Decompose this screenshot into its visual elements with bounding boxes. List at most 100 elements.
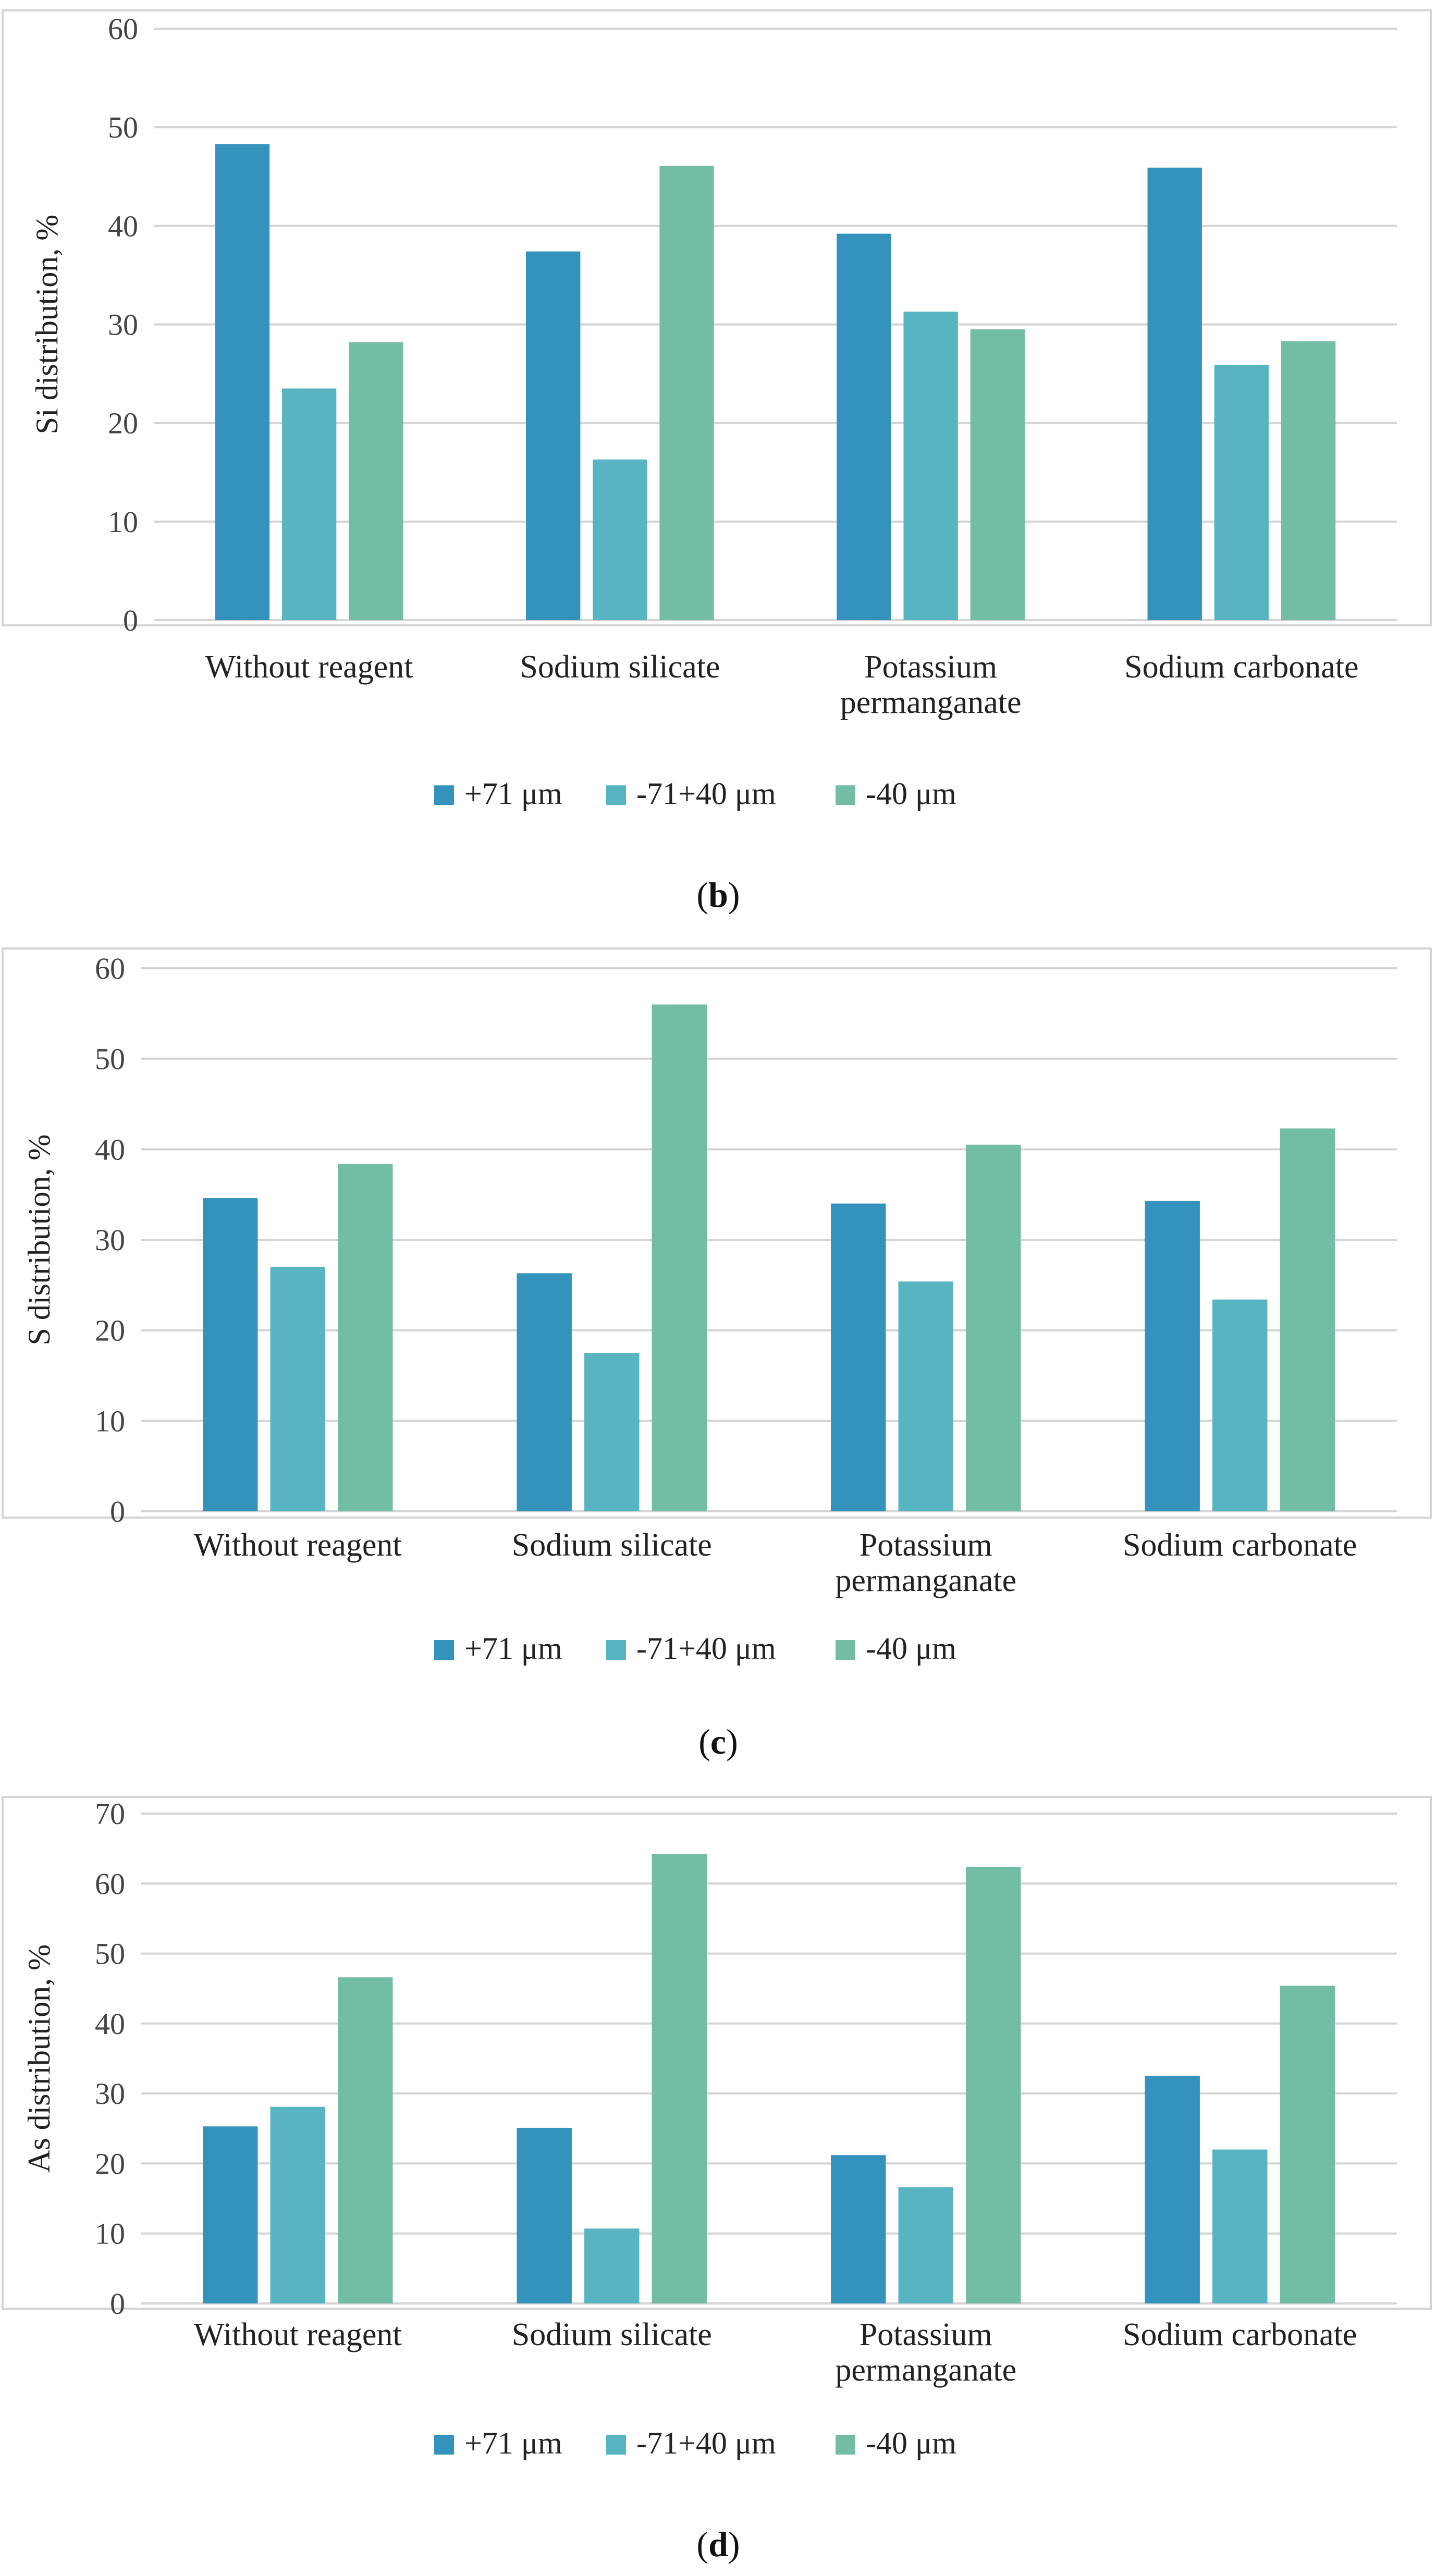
y-tick-label: 40 [95,1132,125,1166]
legend-label: +71 μm [464,2426,562,2460]
x-category-label: permanganate [835,2352,1016,2388]
x-category-label: Sodium carbonate [1123,1527,1357,1563]
legend-label: -71+40 μm [636,777,776,811]
legend-swatch [606,785,626,805]
x-category-label: Sodium silicate [512,1527,712,1563]
bar-b-0-1 [281,388,337,620]
y-tick-label: 50 [95,1042,125,1076]
x-category-label: Without reagent [194,1527,402,1563]
bar-d-1-0 [517,2127,572,2303]
bar-c-0-0 [202,1198,258,1511]
y-tick-label: 40 [95,2007,125,2041]
y-tick-label: 0 [123,603,138,637]
bar-b-0-2 [349,342,403,620]
legend-swatch [606,1640,626,1660]
y-tick-label: 0 [110,1495,125,1529]
bar-c-2-0 [830,1203,886,1511]
x-category-label: permanganate [835,1563,1016,1598]
y-tick-label: 70 [95,1797,125,1831]
y-tick-label: 50 [95,1937,125,1971]
bar-b-2-2 [970,329,1025,620]
y-axis-label: Si distribution, % [30,215,64,435]
x-category-label: permanganate [840,685,1022,720]
bar-d-1-2 [652,1854,707,2303]
y-axis-label: S distribution, % [22,1134,56,1345]
chart-frame [2,1796,1432,2310]
bar-b-3-1 [1214,365,1269,620]
legend-swatch [836,785,855,805]
bar-d-2-2 [966,1867,1021,2303]
bar-c-3-2 [1280,1128,1335,1511]
bar-d-0-1 [270,2106,325,2303]
chart-panel-d: 0 10 20 30 40 50 60 70 As distribution, % Without… [2,1796,1432,2564]
legend-label: +71 μm [464,1631,562,1666]
y-tick-label: 50 [108,110,138,144]
y-tick-label: 0 [110,2287,125,2321]
legend-label: -40 μm [866,2426,956,2460]
y-tick-label: 40 [108,209,138,243]
bar-b-1-0 [526,251,581,620]
bar-b-2-1 [903,311,958,620]
bar-d-3-2 [1280,1986,1335,2303]
x-category-label: Sodium carbonate [1123,2317,1357,2352]
x-category-label: Sodium carbonate [1124,649,1358,685]
bar-d-2-1 [898,2187,953,2303]
legend-swatch [836,2435,855,2455]
bar-b-3-2 [1281,341,1336,620]
bar-c-1-1 [584,1353,640,1511]
bar-d-3-1 [1212,2149,1268,2303]
bar-b-1-1 [593,459,647,620]
bar-d-3-0 [1145,2076,1200,2303]
bar-c-0-2 [338,1164,393,1511]
chart-frame [2,9,1432,626]
bar-c-3-0 [1145,1201,1200,1511]
legend-swatch [606,2435,626,2455]
legend-swatch [836,1640,855,1660]
legend-label: -40 μm [866,777,956,811]
y-tick-label: 10 [95,1404,125,1438]
panel-label: (d) [696,2524,740,2564]
y-tick-label: 60 [95,952,125,985]
legend-label: -40 μm [866,1631,956,1666]
x-category-label: Sodium silicate [520,649,720,685]
bar-c-1-0 [517,1273,572,1511]
panel-label: (b) [696,875,740,915]
x-category-label: Potassium [864,649,997,685]
x-category-label: Potassium [860,1527,992,1563]
y-tick-label: 10 [95,2217,125,2251]
y-tick-label: 30 [95,2077,125,2111]
legend-label: -71+40 μm [636,1631,776,1666]
bar-d-2-0 [830,2155,886,2303]
legend-swatch [434,2435,454,2455]
y-tick-label: 20 [108,406,138,440]
legend-label: -71+40 μm [636,2426,776,2460]
bar-b-2-0 [837,233,891,620]
y-tick-label: 30 [95,1223,125,1257]
bar-d-0-2 [338,1977,393,2303]
y-axis-label: As distribution, % [22,1944,56,2173]
x-category-label: Without reagent [205,649,413,685]
legend-label: +71 μm [464,777,562,811]
chart-panel-c: 0 10 20 30 40 50 60 S distribution, % Without re… [2,947,1432,1761]
legend-swatch [434,1640,454,1660]
panel-label: (c) [698,1722,738,1761]
x-category-label: Potassium [860,2317,992,2352]
chart-frame [2,947,1432,1519]
chart-panel-b: 0 10 20 30 40 50 60 Si distribution, % Without r… [2,9,1432,915]
bar-b-1-2 [659,165,714,621]
bar-d-1-1 [584,2228,640,2303]
x-category-label: Without reagent [194,2317,402,2352]
bar-b-0-0 [215,144,270,620]
y-tick-label: 20 [95,2147,125,2180]
bar-c-2-1 [898,1281,953,1511]
bar-c-1-2 [652,1004,707,1511]
y-tick-label: 60 [108,12,138,46]
y-tick-label: 30 [108,308,138,342]
bar-d-0-0 [202,2126,258,2303]
y-tick-label: 60 [95,1867,125,1901]
x-category-label: Sodium silicate [512,2317,712,2352]
bar-c-2-2 [966,1144,1021,1511]
legend-swatch [434,785,454,805]
y-tick-label: 10 [108,505,138,539]
